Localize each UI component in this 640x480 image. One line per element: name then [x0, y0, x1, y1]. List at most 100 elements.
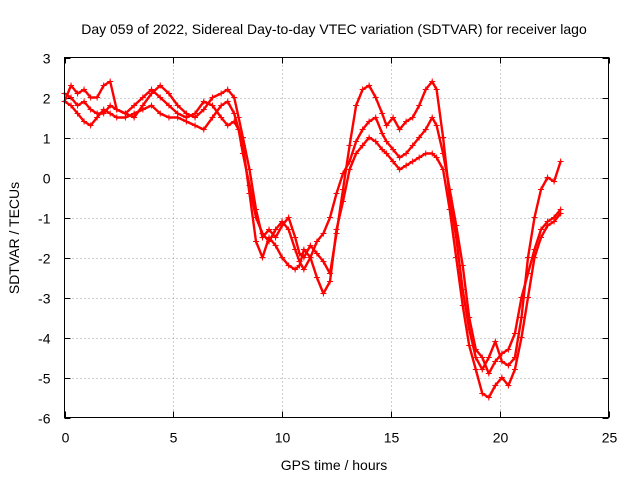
data-point — [346, 166, 353, 173]
series-line — [63, 80, 562, 371]
data-point — [492, 338, 499, 345]
data-point — [372, 114, 379, 121]
data-point — [68, 94, 75, 101]
series-track-a — [61, 78, 564, 373]
data-point — [353, 138, 360, 145]
data-point — [333, 190, 340, 197]
data-point — [165, 90, 172, 97]
data-point — [390, 158, 397, 165]
data-point — [157, 82, 164, 89]
data-point — [326, 214, 333, 221]
data-point — [292, 246, 299, 253]
x-tick-label: 0 — [62, 430, 70, 446]
data-point — [383, 138, 390, 145]
data-point — [74, 110, 81, 117]
data-point — [87, 106, 94, 113]
data-point — [296, 258, 303, 265]
data-point — [353, 102, 360, 109]
data-point — [300, 246, 307, 253]
data-point — [235, 114, 242, 121]
data-point — [239, 150, 246, 157]
data-point — [390, 146, 397, 153]
data-point — [531, 246, 538, 253]
y-tick-label: 1 — [43, 131, 51, 147]
data-point — [209, 114, 216, 121]
data-point — [252, 238, 259, 245]
data-point — [403, 118, 410, 125]
data-point — [81, 98, 88, 105]
x-tick-label: 25 — [602, 430, 618, 446]
data-point — [466, 342, 473, 349]
data-point — [94, 94, 101, 101]
data-point — [379, 130, 386, 137]
data-point — [538, 226, 545, 233]
data-point — [485, 394, 492, 401]
y-tick-label: -6 — [38, 411, 51, 427]
data-point — [218, 90, 225, 97]
data-point — [479, 354, 486, 361]
y-tick-label: -2 — [38, 251, 51, 267]
data-point — [81, 86, 88, 93]
data-point — [231, 110, 238, 117]
data-point — [372, 138, 379, 145]
y-tick-label: 2 — [43, 91, 51, 107]
data-point — [505, 362, 512, 369]
data-point — [139, 106, 146, 113]
axis-ticks — [64, 57, 610, 419]
data-point — [433, 122, 440, 129]
data-point — [524, 254, 531, 261]
data-point — [485, 354, 492, 361]
data-point — [192, 110, 199, 117]
data-point — [440, 150, 447, 157]
y-tick-label: -1 — [38, 211, 51, 227]
data-point — [472, 346, 479, 353]
data-point — [379, 146, 386, 153]
data-point — [68, 102, 75, 109]
x-tick-labels: 0 5 10 15 20 25 — [62, 430, 618, 446]
data-point — [252, 214, 259, 221]
data-point — [479, 390, 486, 397]
data-point — [429, 150, 436, 157]
x-axis-label: GPS time / hours — [281, 457, 388, 473]
data-point — [472, 366, 479, 373]
data-point — [544, 218, 551, 225]
y-tick-label: -3 — [38, 291, 51, 307]
data-point — [383, 150, 390, 157]
data-point — [359, 126, 366, 133]
data-point — [174, 102, 181, 109]
data-point — [165, 102, 172, 109]
data-point — [446, 206, 453, 213]
data-point — [272, 234, 279, 241]
data-point — [224, 86, 231, 93]
data-point — [472, 354, 479, 361]
data-point — [266, 238, 273, 245]
data-point — [372, 94, 379, 101]
data-point — [272, 242, 279, 249]
data-point — [320, 258, 327, 265]
data-point — [429, 114, 436, 121]
data-point — [353, 150, 360, 157]
data-point — [218, 114, 225, 121]
data-point — [68, 82, 75, 89]
x-tick-label: 15 — [384, 430, 400, 446]
data-point — [492, 382, 499, 389]
data-point — [346, 142, 353, 149]
x-tick-label: 10 — [275, 430, 291, 446]
data-point — [200, 98, 207, 105]
data-point — [285, 262, 292, 269]
data-point — [200, 106, 207, 113]
data-point — [557, 158, 564, 165]
data-point — [113, 114, 120, 121]
data-point — [544, 174, 551, 181]
data-point — [87, 122, 94, 129]
data-point — [100, 82, 107, 89]
data-point — [87, 94, 94, 101]
data-point — [396, 126, 403, 133]
data-point — [492, 358, 499, 365]
data-point — [409, 158, 416, 165]
data-point — [165, 114, 172, 121]
data-point — [192, 122, 199, 129]
data-point — [307, 242, 314, 249]
data-point — [453, 222, 460, 229]
